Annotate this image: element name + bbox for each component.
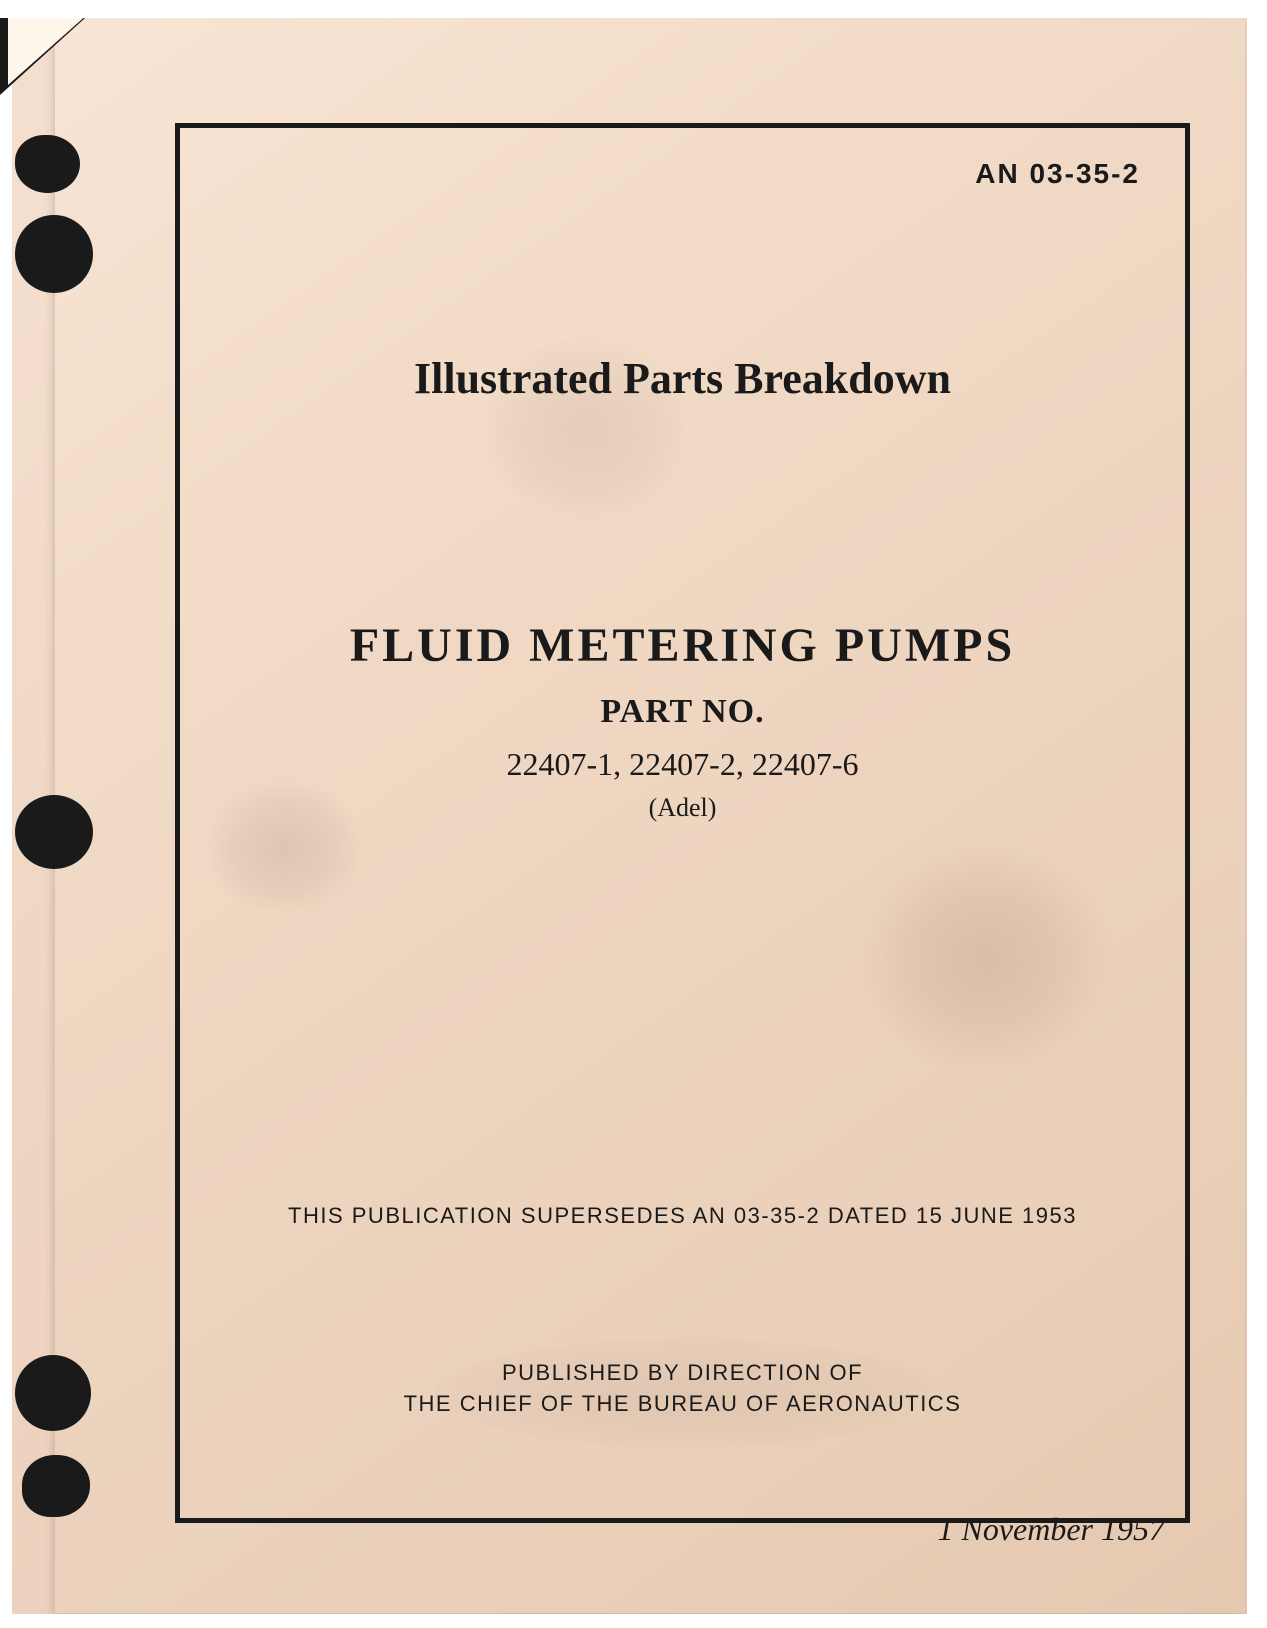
scan-edge [0, 0, 12, 1628]
scan-edge [0, 1614, 1267, 1628]
document-title: FLUID METERING PUMPS [180, 618, 1185, 673]
punch-hole [15, 1355, 91, 1431]
punch-hole [15, 135, 80, 193]
document-page: AN 03-35-2 Illustrated Parts Breakdown F… [55, 18, 1245, 1613]
document-heading: Illustrated Parts Breakdown [180, 353, 1185, 404]
punch-hole [22, 1455, 90, 1517]
content-frame: AN 03-35-2 Illustrated Parts Breakdown F… [175, 123, 1190, 1523]
publisher-line-1: PUBLISHED BY DIRECTION OF [502, 1360, 863, 1385]
publisher-line-2: THE CHIEF OF THE BUREAU OF AERONAUTICS [404, 1391, 962, 1416]
punch-hole [15, 795, 93, 869]
publisher: PUBLISHED BY DIRECTION OF THE CHIEF OF T… [180, 1358, 1185, 1420]
manufacturer: (Adel) [180, 793, 1185, 823]
document-number: AN 03-35-2 [975, 158, 1140, 190]
scan-edge [0, 0, 1267, 18]
scan-edge [1247, 0, 1267, 1628]
document-date: 1 November 1957 [937, 1511, 1165, 1548]
supersedes-notice: THIS PUBLICATION SUPERSEDES AN 03-35-2 D… [180, 1203, 1185, 1229]
part-number-label: PART NO. [180, 693, 1185, 731]
part-numbers: 22407-1, 22407-2, 22407-6 [180, 746, 1185, 783]
punch-hole [15, 215, 93, 293]
